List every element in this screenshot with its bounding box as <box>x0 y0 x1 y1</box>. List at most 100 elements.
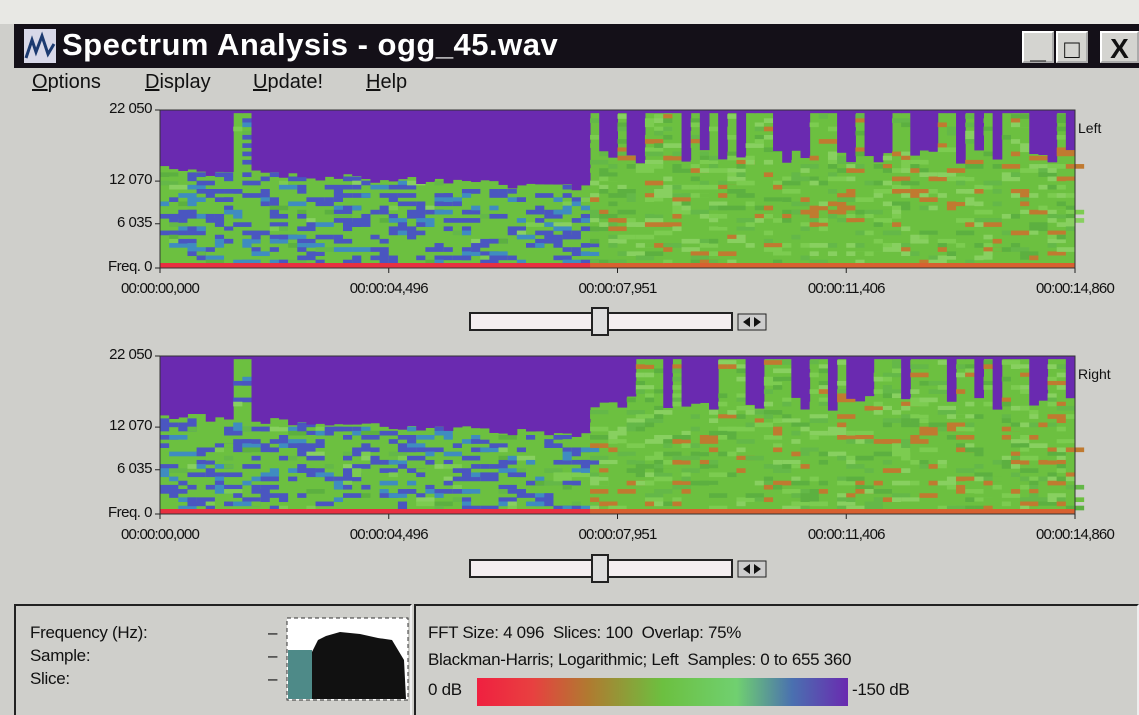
spectrogram-cell <box>682 181 700 186</box>
spectrogram-cell <box>1038 423 1047 428</box>
spectrogram-cell <box>709 218 718 223</box>
spectrogram-cell <box>444 477 453 482</box>
spectrogram-cell <box>691 427 700 432</box>
minimize-button[interactable]: _ <box>1022 31 1054 63</box>
spectrogram-cell <box>462 231 471 236</box>
spectrogram-cell <box>755 122 764 127</box>
spectrogram-cell <box>736 414 745 419</box>
spectrogram-column <box>462 356 472 426</box>
spectrogram-cell <box>1020 452 1038 457</box>
spectrogram-cell <box>233 502 242 507</box>
spectrogram-cell <box>480 435 498 440</box>
scroll-buttons[interactable] <box>738 314 766 330</box>
spectrogram-cell <box>682 502 691 507</box>
spectrogram-cell <box>343 485 352 490</box>
spectrogram-cell <box>910 364 928 369</box>
spectrogram-cell <box>901 502 919 507</box>
spectrogram-low <box>169 509 179 514</box>
spectrogram-cell <box>910 435 919 440</box>
slider-thumb[interactable] <box>592 555 608 582</box>
spectrogram-cell <box>810 431 828 436</box>
spectrogram-cell <box>910 360 919 365</box>
spectrogram-low <box>819 509 829 514</box>
spectrogram-cell <box>297 243 306 248</box>
spectrogram-column <box>901 356 911 399</box>
spectrogram-low <box>316 509 326 514</box>
spectrogram-low <box>654 263 664 268</box>
spectrogram-column <box>700 356 710 403</box>
spectrogram-cell <box>892 206 901 211</box>
spectrogram-cell <box>242 427 251 432</box>
spectrogram-cell <box>993 256 1011 261</box>
spectrogram-cell <box>407 427 416 432</box>
spectrogram-column <box>599 356 609 403</box>
spectrogram-cell <box>773 385 782 390</box>
spectrogram-cell <box>645 423 654 428</box>
spectrogram-low <box>242 263 252 268</box>
maximize-button[interactable]: □ <box>1056 31 1088 63</box>
spectrogram-cell <box>736 435 745 440</box>
spectrogram-low <box>215 263 225 268</box>
spectrogram-column <box>288 110 298 173</box>
spectrogram-cell <box>233 214 242 219</box>
spectrogram-low <box>645 509 655 514</box>
spectrogram-low <box>865 263 875 268</box>
spectrogram-cell <box>773 218 782 223</box>
spectrogram-cell <box>1048 452 1066 457</box>
spectrogram-low <box>965 263 975 268</box>
spectrogram-low <box>910 263 920 268</box>
spectrogram-column <box>910 110 920 156</box>
spectrogram-cell <box>224 231 233 236</box>
spectrogram-cell <box>160 181 178 186</box>
spectrogram-cell <box>425 489 434 494</box>
spectrogram-low <box>206 509 216 514</box>
spectrogram-low <box>892 509 902 514</box>
slider[interactable] <box>470 308 766 335</box>
menu-item[interactable]: Update! <box>253 71 323 94</box>
spectrogram-cell <box>590 410 608 415</box>
spectrogram-cell <box>810 181 819 186</box>
scroll-buttons[interactable] <box>738 561 766 577</box>
spectrogram-low <box>480 509 490 514</box>
spectrogram-cell <box>416 502 434 507</box>
spectrogram-cell <box>572 502 581 507</box>
spectrogram-cell <box>883 156 892 161</box>
spectrogram-cell <box>407 439 416 444</box>
slider[interactable] <box>470 555 766 582</box>
spectrogram-cell <box>965 122 974 127</box>
spectrogram-cell <box>636 373 645 378</box>
spectrogram-cell <box>645 493 663 498</box>
spectrogram-cell <box>965 377 974 382</box>
spectrogram-cell <box>974 243 983 248</box>
spectrogram-low <box>736 509 746 514</box>
spectrogram-column <box>782 110 792 163</box>
menu-item[interactable]: Help <box>366 71 407 94</box>
spectrogram-column <box>791 356 801 398</box>
spectrogram-cell <box>672 502 681 507</box>
slider-thumb[interactable] <box>592 308 608 335</box>
menu-item[interactable]: Display <box>145 71 211 94</box>
spectrogram-cell <box>929 389 947 394</box>
spectrogram-low <box>563 263 573 268</box>
spectrogram-cell <box>773 185 782 190</box>
spectrogram-low <box>910 509 920 514</box>
spectrogram-cell <box>416 256 425 261</box>
spectrogram-cell <box>718 431 736 436</box>
spectrogram-cell <box>1057 402 1066 407</box>
spectrogram-cell <box>270 439 288 444</box>
spectrogram-low <box>499 263 509 268</box>
spectrogram-cell <box>700 481 718 486</box>
spectrogram-cell <box>572 251 581 256</box>
menu-item[interactable]: Options <box>32 71 101 94</box>
spectrogram-cell <box>709 222 718 227</box>
spectrogram-cell <box>1048 481 1066 486</box>
spectrogram-cell <box>682 468 700 473</box>
spectrogram-cell <box>828 427 846 432</box>
close-button[interactable]: X <box>1100 31 1139 63</box>
spectrogram-cell <box>855 456 873 461</box>
spectrogram-cell <box>1020 168 1038 173</box>
spectrogram-cell <box>764 239 773 244</box>
spectrogram-cell <box>727 493 736 498</box>
spectrogram-cell <box>782 256 791 261</box>
spectrogram-column <box>709 356 719 409</box>
